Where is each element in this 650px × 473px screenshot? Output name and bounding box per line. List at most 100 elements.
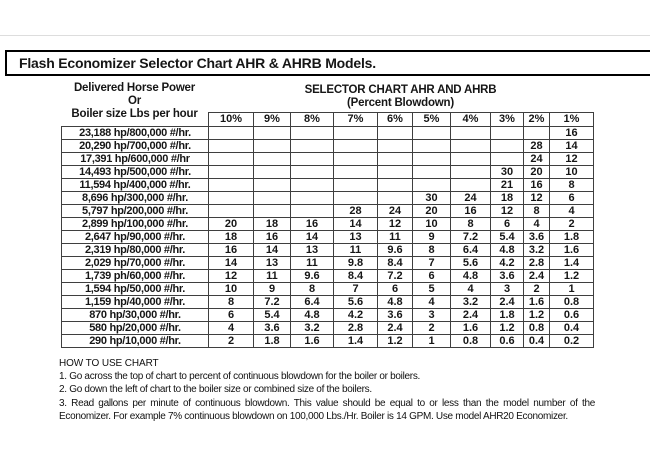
gpm-cell (208, 152, 254, 166)
gpm-cell: 12 (523, 191, 550, 205)
gpm-cell (377, 139, 413, 153)
percent-column-header: 2% (523, 112, 550, 127)
gpm-cell (490, 126, 524, 140)
gpm-cell: 3 (490, 282, 524, 296)
instructions: HOW TO USE CHART 1. Go across the top of… (59, 357, 595, 423)
gpm-cell: 30 (412, 191, 451, 205)
gpm-cell (290, 165, 334, 179)
gpm-cell (523, 126, 550, 140)
table-row: 23,188 hp/800,000 #/hr. 16 (61, 126, 594, 140)
percent-column-header: 5% (412, 112, 451, 127)
gpm-cell: 6 (490, 217, 524, 231)
gpm-cell: 8 (450, 217, 491, 231)
gpm-cell: 0.2 (549, 334, 594, 348)
gpm-cell: 9 (412, 230, 451, 244)
gpm-cell: 18 (490, 191, 524, 205)
gpm-cell: 10 (412, 217, 451, 231)
gpm-cell (333, 178, 378, 192)
table-row: 17,391 hp/600,000 #/hr 24 12 (61, 152, 594, 166)
gpm-cell: 1.8 (549, 230, 594, 244)
gpm-cell (253, 165, 291, 179)
boiler-size-label: 1,594 hp/50,000 #/hr. (61, 282, 209, 296)
gpm-cell (333, 139, 378, 153)
table-row: 2,319 hp/80,000 #/hr. 16 14 13 11 9.6 8 6.4 4.8 3… (61, 243, 594, 257)
gpm-cell (490, 139, 524, 153)
percent-column-header: 7% (333, 112, 378, 127)
boiler-size-label: 11,594 hp/400,000 #/hr. (61, 178, 209, 192)
percent-column-header: 6% (377, 112, 413, 127)
gpm-cell: 3.6 (253, 321, 291, 335)
gpm-cell: 20 (208, 217, 254, 231)
gpm-cell: 6.4 (290, 295, 334, 309)
gpm-cell: 28 (333, 204, 378, 218)
gpm-cell: 3.2 (290, 321, 334, 335)
gpm-cell: 0.6 (549, 308, 594, 322)
gpm-cell: 4 (450, 282, 491, 296)
gpm-cell: 1.6 (523, 295, 550, 309)
gpm-cell (253, 204, 291, 218)
gpm-cell: 13 (333, 230, 378, 244)
gpm-cell (253, 152, 291, 166)
boiler-size-label: 8,696 hp/300,000 #/hr. (61, 191, 209, 205)
gpm-cell: 12 (377, 217, 413, 231)
gpm-cell: 1.2 (523, 308, 550, 322)
gpm-cell: 1.6 (450, 321, 491, 335)
row-axis-header-line2: Or (127, 95, 142, 107)
gpm-cell (208, 139, 254, 153)
row-axis-header-line1: Delivered Horse Power (73, 82, 196, 94)
gpm-cell: 3.6 (377, 308, 413, 322)
gpm-cell: 20 (523, 165, 550, 179)
gpm-cell (333, 126, 378, 140)
gpm-cell: 16 (450, 204, 491, 218)
gpm-cell: 7.2 (377, 269, 413, 283)
boiler-size-label: 1,739 ph/60,000 #/hr. (61, 269, 209, 283)
gpm-cell: 1.2 (490, 321, 524, 335)
gpm-cell: 2.4 (523, 269, 550, 283)
boiler-size-label: 23,188 hp/800,000 #/hr. (61, 126, 209, 140)
percent-column-header: 8% (290, 112, 334, 127)
gpm-cell: 9.6 (377, 243, 413, 257)
selector-chart-header-line2: (Percent Blowdown) (347, 97, 454, 109)
gpm-cell: 18 (208, 230, 254, 244)
instruction-step: Economizer. For example 7% continuous bl… (59, 410, 568, 422)
gpm-cell (333, 152, 378, 166)
table-row: 11,594 hp/400,000 #/hr. 21 16 8 (61, 178, 594, 192)
gpm-cell: 4.8 (450, 269, 491, 283)
gpm-cell (333, 191, 378, 205)
gpm-cell (412, 139, 451, 153)
selector-chart-header-line1: SELECTOR CHART AHR AND AHRB (304, 84, 497, 96)
gpm-cell: 1 (549, 282, 594, 296)
table-row: 20,290 hp/700,000 #/hr. 28 14 (61, 139, 594, 153)
gpm-cell: 8 (523, 204, 550, 218)
gpm-cell: 11 (377, 230, 413, 244)
gpm-cell: 1.6 (290, 334, 334, 348)
gpm-cell (253, 126, 291, 140)
row-axis-header: Delivered Horse Power Or Boiler size Lbs… (61, 82, 208, 121)
gpm-cell: 28 (523, 139, 550, 153)
boiler-size-label: 2,029 hp/70,000 #/hr. (61, 256, 209, 270)
gpm-cell: 2 (523, 282, 550, 296)
gpm-cell: 6 (549, 191, 594, 205)
gpm-cell: 16 (208, 243, 254, 257)
boiler-size-label: 5,797 hp/200,000 #/hr. (61, 204, 209, 218)
gpm-cell: 14 (208, 256, 254, 270)
gpm-cell: 8.4 (333, 269, 378, 283)
gpm-cell (290, 152, 334, 166)
gpm-cell: 1 (412, 334, 451, 348)
gpm-cell (377, 191, 413, 205)
gpm-cell: 4.2 (490, 256, 524, 270)
gpm-cell: 13 (253, 256, 291, 270)
gpm-cell: 10 (549, 165, 594, 179)
gpm-cell (490, 152, 524, 166)
gpm-cell: 4 (549, 204, 594, 218)
gpm-cell: 20 (412, 204, 451, 218)
table-row: 580 hp/20,000 #/hr. 4 3.6 3.2 2.8 2.4 2 1.6 1.2 0… (61, 321, 594, 335)
gpm-cell (450, 165, 491, 179)
gpm-cell: 16 (253, 230, 291, 244)
gpm-cell: 1.2 (377, 334, 413, 348)
gpm-cell: 9 (253, 282, 291, 296)
gpm-cell: 4 (208, 321, 254, 335)
title-bar: Flash Economizer Selector Chart AHR & AH… (5, 50, 650, 76)
percent-column-header: 10% (208, 112, 254, 127)
